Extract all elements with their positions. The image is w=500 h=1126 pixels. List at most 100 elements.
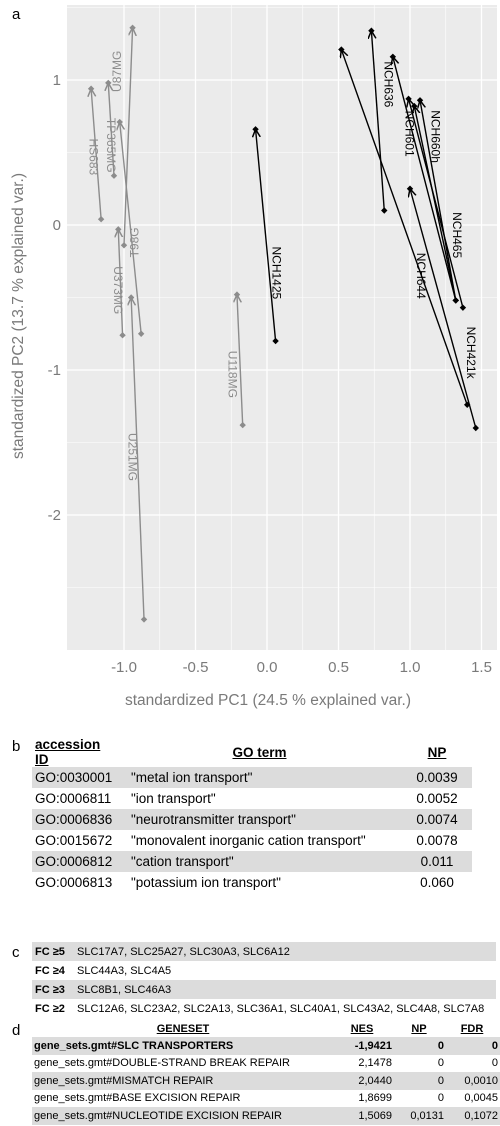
geneset-name: gene_sets.gmt#BASE EXCISION REPAIR: [34, 1092, 241, 1105]
data-point: [129, 24, 136, 31]
data-point: [127, 294, 135, 301]
table-row: gene_sets.gmt#NUCLEOTIDE EXCISION REPAIR…: [32, 1107, 500, 1125]
x-tick-label: -1.0: [111, 659, 137, 676]
arrow-nch636: [371, 31, 385, 211]
table-row: GO:0015672 "monovalent inorganic cation …: [32, 830, 472, 851]
header-np: NP: [411, 1023, 427, 1035]
table-row: gene_sets.gmt#SLC TRANSPORTERS -1,9421 0…: [32, 1037, 500, 1055]
series-label: U118MG: [225, 351, 239, 398]
np-value: 0: [437, 1092, 444, 1105]
x-axis-label: standardized PC1 (24.5 % explained var.): [125, 692, 411, 709]
arrow-u118mg: [237, 295, 244, 426]
accession-id: GO:0006811: [35, 791, 112, 806]
series-label: T98G: [127, 227, 141, 257]
nes-value: 2,1478: [358, 1057, 392, 1070]
header-geneset: GENESET: [156, 1023, 210, 1035]
data-point: [119, 332, 126, 339]
data-point: [239, 421, 246, 429]
y-axis-label: standardized PC2 (13.7 % explained var.): [10, 173, 27, 459]
data-point: [406, 185, 414, 192]
go-term-table: accession ID GO term NP GO:0030001 "meta…: [32, 737, 472, 893]
arrow-hs683: [91, 89, 102, 220]
y-tick-label: -1: [48, 362, 61, 379]
series-label: U373MG: [111, 266, 125, 314]
arrow-u87mg: [123, 28, 133, 246]
series-label: NCH660h: [428, 110, 442, 163]
series-label: U251MG: [125, 433, 139, 481]
series-label: NCH636: [381, 61, 395, 107]
data-point: [405, 95, 412, 103]
fold-change-table: FC ≥5 SLC17A7, SLC25A27, SLC30A3, SLC6A1…: [32, 942, 496, 1018]
np-value: 0: [394, 1037, 446, 1055]
accession-id: GO:0030001: [32, 767, 117, 788]
y-tick-label: 1: [53, 72, 61, 89]
geneset-name: gene_sets.gmt#SLC TRANSPORTERS: [32, 1037, 332, 1055]
data-point: [381, 207, 388, 214]
nes-value: 1,8699: [358, 1092, 392, 1105]
nes-value: 2,0440: [332, 1072, 394, 1090]
accession-id: GO:0015672: [35, 833, 113, 848]
nes-value: 1,5069: [332, 1107, 394, 1125]
geneset-name: gene_sets.gmt#NUCLEOTIDE EXCISION REPAIR: [32, 1107, 332, 1125]
data-point: [233, 291, 241, 298]
data-point: [116, 118, 123, 126]
nes-value: -1,9421: [332, 1037, 394, 1055]
arrow-nch1425: [256, 129, 277, 342]
table-row: gene_sets.gmt#BASE EXCISION REPAIR 1,869…: [32, 1090, 500, 1108]
header-nes: NES: [350, 1023, 374, 1035]
table-row: FC ≥2 SLC12A6, SLC23A2, SLC2A13, SLC36A1…: [32, 999, 496, 1018]
np-value: 0.0039: [402, 767, 472, 788]
arrow-nch644: [341, 50, 468, 406]
data-point: [389, 53, 397, 60]
data-point: [252, 126, 259, 133]
go-term: "ion transport": [131, 791, 216, 806]
np-value: 0,0131: [394, 1107, 446, 1125]
np-value: 0.011: [402, 851, 472, 872]
table-row: GO:0006813 "potassium ion transport" 0.0…: [32, 872, 472, 893]
x-tick-labels: -1.0 -0.5 0.0 0.5 1.0 1.5: [111, 659, 492, 676]
loading-arrows: [91, 28, 477, 620]
panel-label-c: c: [12, 944, 20, 961]
fc-threshold: FC ≥3: [32, 980, 73, 999]
np-value: 0.060: [420, 875, 454, 890]
go-term: "potassium ion transport": [131, 875, 281, 890]
arrow-tp365mg: [108, 83, 115, 176]
fdr-value: 0: [446, 1037, 500, 1055]
gene-list: SLC12A6, SLC23A2, SLC2A13, SLC36A1, SLC4…: [77, 1002, 485, 1015]
data-point: [459, 304, 467, 311]
plot-background: [67, 5, 497, 650]
go-term: "monovalent inorganic cation transport": [131, 833, 366, 848]
data-point: [87, 85, 95, 92]
table-row: GO:0006836 "neurotransmitter transport" …: [32, 809, 472, 830]
fc-threshold: FC ≥2: [35, 1002, 65, 1015]
gene-list: SLC8B1, SLC46A3: [73, 980, 496, 999]
fdr-value: 0,1072: [446, 1107, 500, 1125]
data-point: [416, 97, 424, 104]
gene-list: SLC17A7, SLC25A27, SLC30A3, SLC6A12: [73, 942, 496, 961]
fdr-value: 0: [491, 1057, 498, 1070]
gsea-table: GENESET NES NP FDR gene_sets.gmt#SLC TRA…: [32, 1021, 500, 1125]
table-row: gene_sets.gmt#MISMATCH REPAIR 2,0440 0 0…: [32, 1072, 500, 1090]
series-label: HS683: [87, 138, 101, 175]
accession-id: GO:0006836: [32, 809, 117, 830]
geneset-name: gene_sets.gmt#MISMATCH REPAIR: [32, 1072, 332, 1090]
panel-label-a: a: [12, 6, 21, 23]
grid-minor: [67, 5, 497, 650]
np-value: 0.0074: [402, 809, 472, 830]
panel-label-b: b: [12, 738, 21, 755]
series-label: NCH465: [450, 212, 464, 258]
go-term: "cation transport": [117, 851, 402, 872]
y-tick-label: -2: [48, 507, 61, 524]
series-label: U87MG: [110, 51, 124, 92]
table-row: GO:0006811 "ion transport" 0.0052: [32, 788, 472, 809]
series-label: TP365MG: [104, 118, 118, 173]
data-point: [120, 242, 128, 249]
arrow-t98g: [120, 122, 142, 334]
header-accession-id: accession ID: [35, 737, 101, 767]
np-value: 0: [437, 1057, 444, 1070]
data-point: [464, 401, 471, 408]
panel-label-d: d: [12, 1022, 21, 1039]
data-point: [140, 616, 148, 623]
series-label: NCH644: [414, 253, 428, 299]
arrow-nch421k: [410, 189, 477, 429]
